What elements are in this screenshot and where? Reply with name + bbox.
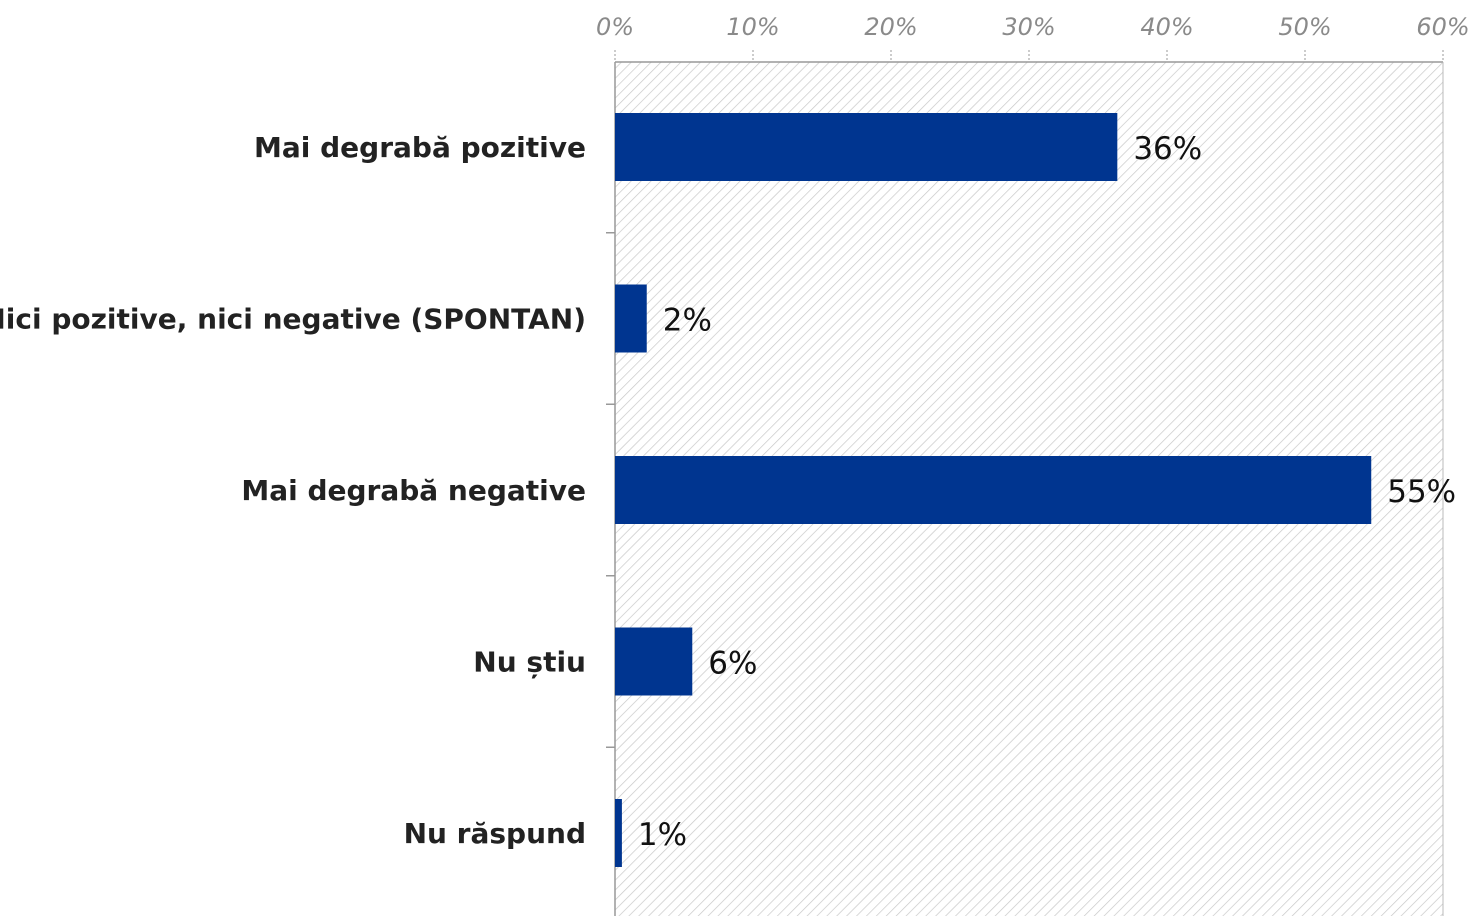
category-label: Mai degrabă pozitive (254, 131, 586, 164)
category-label: Nu știu (473, 646, 586, 679)
bar (615, 456, 1372, 524)
bars (615, 113, 1372, 867)
data-label: 1% (638, 817, 687, 853)
bar (615, 627, 693, 696)
x-tick-label: 60% (1416, 13, 1469, 41)
labels: 0% 10% 20% 30% 40% 50% 60% Mai degrabă pozitive… (0, 13, 1470, 853)
x-tick-label: 0% (596, 13, 634, 41)
data-label: 36% (1133, 131, 1202, 167)
x-tick-label: 20% (864, 13, 917, 41)
x-tick-label: 50% (1278, 13, 1331, 41)
category-label: Nu răspund (404, 817, 586, 850)
data-label: 6% (708, 646, 757, 682)
x-tick-label: 10% (726, 13, 779, 41)
x-tick-label: 30% (1002, 13, 1055, 41)
x-tick-label: 40% (1140, 13, 1193, 41)
category-label: Mai degrabă negative (241, 474, 586, 507)
data-label: 55% (1387, 474, 1456, 510)
bar (615, 284, 647, 353)
data-label: 2% (663, 303, 712, 339)
category-label: Nici pozitive, nici negative (SPONTAN) (0, 303, 586, 336)
bar (615, 113, 1118, 181)
bar (615, 799, 622, 867)
